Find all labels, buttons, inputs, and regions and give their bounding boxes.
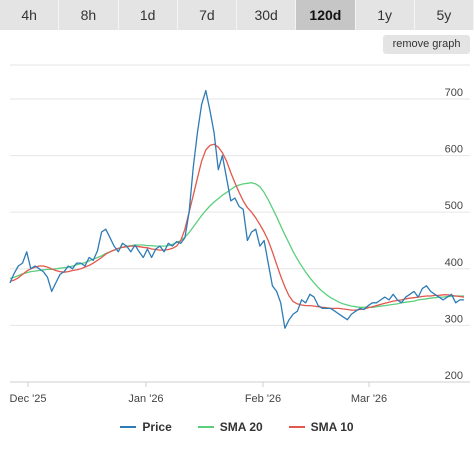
time-range-tabs: 4h 8h 1d 7d 30d 120d 1y 5y: [0, 0, 474, 30]
series-line-sma-10: [9, 143, 465, 311]
legend-item-sma-20[interactable]: SMA 20: [197, 420, 263, 434]
y-tick-label: 500: [445, 200, 463, 212]
tab-120d[interactable]: 120d: [296, 0, 356, 30]
tab-5y[interactable]: 5y: [415, 0, 474, 30]
tab-7d[interactable]: 7d: [178, 0, 237, 30]
legend-swatch: [120, 426, 137, 428]
x-tick-label: Mar '26: [351, 393, 387, 405]
y-tick-label: 600: [445, 144, 463, 156]
tab-30d[interactable]: 30d: [237, 0, 297, 30]
y-tick-label: 300: [445, 313, 463, 325]
tab-1y[interactable]: 1y: [356, 0, 415, 30]
tab-1d[interactable]: 1d: [119, 0, 178, 30]
series-line-price: [9, 89, 464, 329]
legend-label: SMA 10: [310, 420, 354, 434]
legend-swatch: [197, 426, 214, 428]
legend-swatch: [288, 426, 305, 428]
legend-item-sma-10[interactable]: SMA 10: [288, 420, 354, 434]
tab-8h[interactable]: 8h: [59, 0, 119, 30]
legend-label: Price: [142, 420, 172, 434]
legend-item-price[interactable]: Price: [120, 420, 172, 434]
x-tick-label: Feb '26: [245, 393, 281, 405]
remove-graph-button[interactable]: remove graph: [383, 35, 470, 54]
legend-label: SMA 20: [219, 420, 263, 434]
series-line-sma-20: [9, 182, 464, 308]
tab-4h[interactable]: 4h: [0, 0, 60, 30]
x-tick-label: Dec '25: [10, 393, 47, 405]
x-tick-label: Jan '26: [128, 393, 163, 405]
y-tick-label: 700: [445, 87, 463, 99]
price-chart: 200 300 400 500 600 700 Dec '25 Jan '26 Feb '26 M…: [9, 64, 470, 405]
chart-legend: Price SMA 20 SMA 10: [0, 420, 474, 434]
y-tick-label: 400: [445, 257, 463, 269]
y-tick-label: 200: [445, 370, 463, 382]
